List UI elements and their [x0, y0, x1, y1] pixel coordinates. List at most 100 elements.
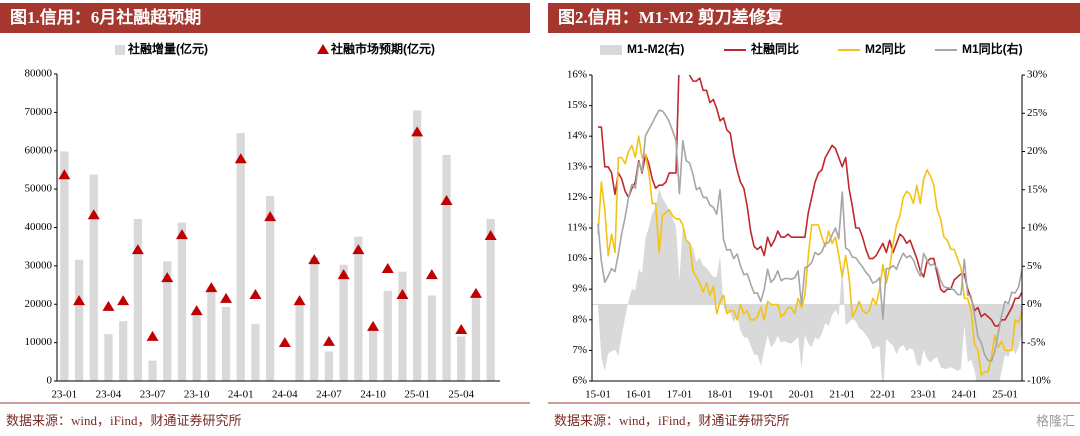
bar	[486, 219, 495, 381]
bar	[207, 286, 216, 381]
bar	[89, 174, 98, 381]
bar	[383, 290, 392, 381]
bar	[398, 271, 407, 381]
x-tick-label: 20-01	[789, 389, 815, 401]
x-tick-label: 23-01	[52, 389, 78, 401]
x-tick-label: 24-01	[952, 389, 978, 401]
source-note: 数据来源：wind，iFind，财通证券研究所	[554, 413, 789, 428]
bar	[177, 222, 187, 381]
bar	[310, 257, 319, 381]
bar	[442, 154, 451, 381]
expectation-marker	[411, 126, 424, 137]
expectation-marker	[175, 229, 188, 240]
bar	[60, 151, 69, 381]
plot-area	[592, 75, 1022, 381]
header-bar	[0, 3, 530, 33]
bar	[133, 219, 142, 381]
expectation-marker	[234, 153, 247, 164]
y2-tick-label: -5%	[1027, 336, 1045, 348]
line	[598, 75, 1022, 327]
y-tick-label: 12%	[567, 191, 587, 203]
x-tick-label: 24-10	[360, 389, 386, 401]
expectation-marker	[484, 229, 497, 240]
header-bar	[548, 3, 1080, 33]
expectation-marker	[293, 295, 306, 306]
y2-tick-label: 5%	[1027, 260, 1042, 272]
x-tick-label: 24-07	[316, 389, 342, 401]
y-tick-label: 0	[47, 375, 53, 387]
bar	[354, 236, 363, 381]
expectation-marker	[396, 289, 409, 300]
bar	[457, 336, 466, 381]
expectation-marker	[117, 295, 130, 306]
expectation-marker	[469, 287, 482, 298]
y2-tick-label: 20%	[1027, 145, 1047, 157]
y-tick-label: 15%	[567, 99, 587, 111]
watermark: 格隆汇	[1036, 413, 1075, 428]
bar	[427, 295, 436, 381]
y-tick-label: 70000	[25, 106, 53, 118]
expectation-marker	[308, 254, 321, 265]
y-tick-label: 40000	[25, 221, 53, 233]
y2-tick-label: 0%	[1027, 298, 1042, 310]
bar	[413, 110, 422, 381]
expectation-marker	[58, 169, 71, 180]
x-tick-label: 23-01	[911, 389, 937, 401]
expectation-marker	[455, 323, 468, 334]
y-tick-label: 14%	[567, 130, 587, 142]
bar	[471, 293, 481, 381]
y-tick-label: 6%	[572, 375, 587, 387]
expectation-marker	[190, 305, 203, 316]
expectation-marker	[249, 289, 262, 300]
bar	[324, 351, 334, 381]
expectation-marker	[73, 295, 86, 306]
y-tick-label: 80000	[25, 68, 53, 80]
y2-tick-label: 10%	[1027, 222, 1047, 234]
expectation-marker	[146, 330, 159, 341]
legend-label: 社融同比	[750, 41, 799, 56]
chart-title: 图2.信用：M1-M2 剪刀差修复	[558, 7, 784, 27]
expectation-marker	[440, 195, 453, 206]
bar	[266, 196, 275, 381]
y-tick-label: 20000	[25, 298, 53, 310]
expectation-marker	[264, 211, 277, 222]
x-tick-label: 21-01	[829, 389, 855, 401]
y2-tick-label: -10%	[1027, 375, 1051, 387]
x-tick-label: 25-01	[992, 389, 1018, 401]
bar	[236, 133, 245, 381]
x-tick-label: 25-01	[404, 389, 430, 401]
legend-label: 社融增量(亿元)	[127, 41, 208, 56]
y-tick-label: 9%	[572, 283, 587, 295]
legend-swatch	[317, 44, 329, 54]
x-tick-label: 17-01	[667, 389, 693, 401]
source-note: 数据来源：wind，iFind，财通证券研究所	[6, 413, 241, 428]
x-tick-label: 24-04	[272, 389, 298, 401]
expectation-marker	[322, 335, 335, 346]
x-tick-label: 18-01	[707, 389, 733, 401]
x-tick-label: 23-07	[140, 389, 166, 401]
x-tick-label: 23-10	[184, 389, 210, 401]
bar	[74, 259, 84, 381]
legend-swatch	[115, 45, 125, 55]
expectation-marker	[278, 337, 291, 348]
y2-tick-label: 15%	[1027, 183, 1047, 195]
bar	[148, 360, 157, 381]
bar	[368, 327, 378, 381]
bar	[119, 321, 128, 381]
expectation-marker	[381, 262, 394, 273]
bar	[192, 310, 201, 381]
plot-area	[58, 110, 497, 381]
x-tick-label: 19-01	[748, 389, 774, 401]
bar	[104, 334, 113, 381]
legend-label: M1同比(右)	[962, 41, 1023, 56]
expectation-marker	[205, 282, 218, 293]
chart-title: 图1.信用：6月社融超预期	[10, 7, 201, 27]
line	[597, 109, 1022, 362]
bar	[251, 323, 260, 381]
y2-tick-label: 30%	[1027, 69, 1047, 81]
expectation-marker	[102, 300, 115, 311]
x-tick-label: 25-04	[448, 389, 474, 401]
expectation-marker	[87, 209, 100, 220]
expectation-marker	[367, 320, 380, 331]
y-tick-label: 60000	[25, 144, 53, 156]
